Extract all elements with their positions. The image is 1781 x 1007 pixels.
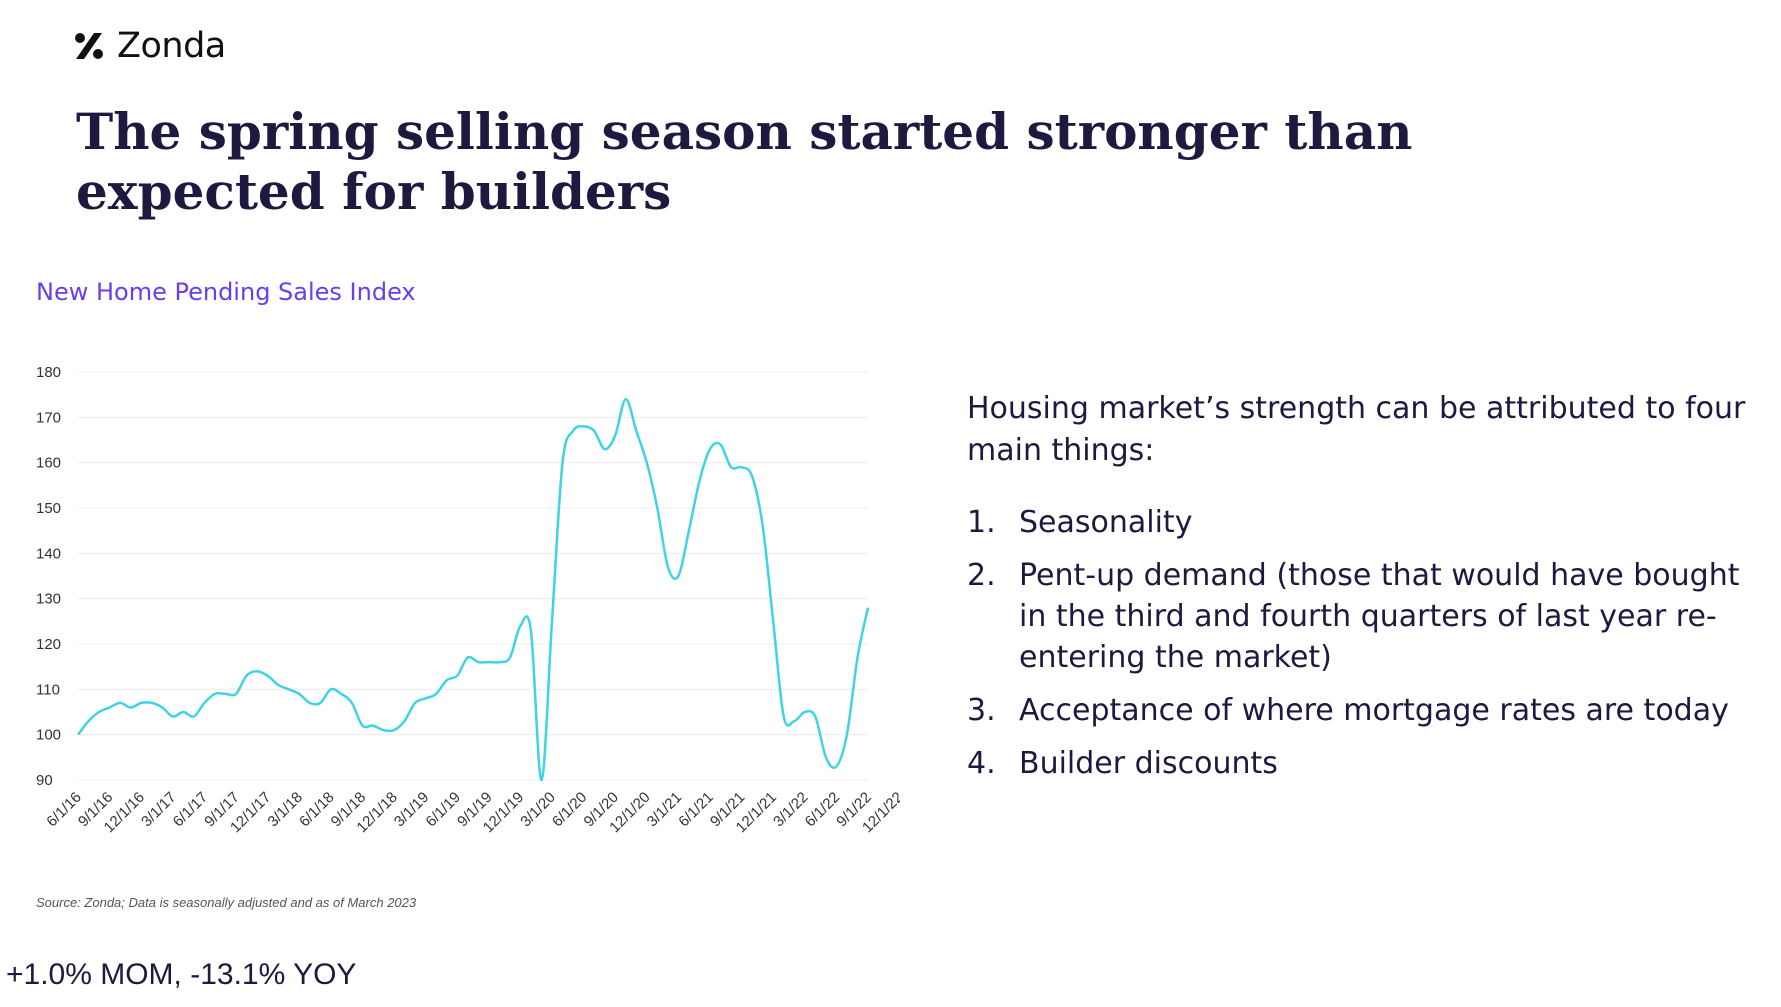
x-tick-label: 6/1/21 (675, 789, 717, 831)
chart-title: New Home Pending Sales Index (36, 278, 416, 306)
x-axis: 6/1/169/1/1612/1/163/1/176/1/179/1/1712/… (43, 789, 900, 836)
x-tick-label: 3/1/20 (517, 789, 559, 831)
y-tick-label: 120 (36, 636, 61, 653)
list-number: 3. (967, 693, 996, 728)
list-item: 1. Seasonality (967, 502, 1767, 543)
brand-name: Zonda (117, 26, 226, 66)
x-tick-label: 6/1/22 (802, 789, 844, 831)
y-tick-label: 160 (36, 455, 61, 472)
y-axis: 90 100 110 120 130 140 150 160 170 180 (36, 364, 61, 789)
list-text: Builder discounts (1019, 746, 1278, 781)
reasons-list: 1. Seasonality 2. Pent-up demand (those … (967, 502, 1767, 784)
explanation-panel: Housing market’s strength can be attribu… (967, 388, 1767, 796)
zonda-logo-icon (75, 33, 103, 59)
page-headline: The spring selling season started strong… (76, 102, 1413, 221)
source-note: Source: Zonda; Data is seasonally adjust… (36, 895, 417, 910)
list-text: Acceptance of where mortgage rates are t… (1019, 693, 1729, 728)
list-item: 4. Builder discounts (967, 743, 1767, 784)
y-tick-label: 150 (36, 500, 61, 517)
chart-plot-area (77, 397, 870, 782)
list-text: Pent-up demand (those that would have bo… (1019, 558, 1740, 675)
y-tick-label: 100 (36, 727, 61, 744)
brand-logo: Zonda (73, 26, 226, 66)
change-stat: +1.0% MOM, -13.1% YOY (6, 958, 357, 991)
list-item: 2. Pent-up demand (those that would have… (967, 555, 1767, 678)
list-text: Seasonality (1019, 505, 1193, 540)
chart-gridlines (78, 371, 868, 781)
y-tick-label: 140 (36, 545, 61, 562)
list-number: 1. (967, 505, 996, 540)
y-tick-label: 170 (36, 409, 61, 426)
pending-sales-line-chart: 90 100 110 120 130 140 150 160 170 180 6/1/169/1/… (36, 364, 900, 836)
x-tick-label: 3/1/18 (265, 789, 307, 831)
x-tick-label: 3/1/17 (138, 789, 180, 831)
x-tick-label: 3/1/21 (644, 789, 686, 831)
x-tick-label: 3/1/22 (770, 789, 812, 831)
x-tick-label: 6/1/18 (296, 789, 338, 831)
list-number: 4. (967, 746, 996, 781)
list-number: 2. (967, 558, 996, 593)
panel-intro: Housing market’s strength can be attribu… (967, 391, 1746, 468)
list-item: 3. Acceptance of where mortgage rates ar… (967, 690, 1767, 731)
y-tick-label: 180 (36, 364, 61, 381)
x-tick-label: 6/1/17 (170, 789, 212, 831)
x-tick-label: 6/1/16 (43, 789, 85, 831)
y-tick-label: 130 (36, 591, 61, 608)
x-tick-label: 6/1/19 (423, 789, 465, 831)
x-tick-label: 3/1/19 (391, 789, 433, 831)
x-tick-label: 6/1/20 (549, 789, 591, 831)
y-tick-label: 90 (36, 772, 53, 789)
series-line (77, 397, 870, 782)
y-tick-label: 110 (36, 681, 60, 698)
